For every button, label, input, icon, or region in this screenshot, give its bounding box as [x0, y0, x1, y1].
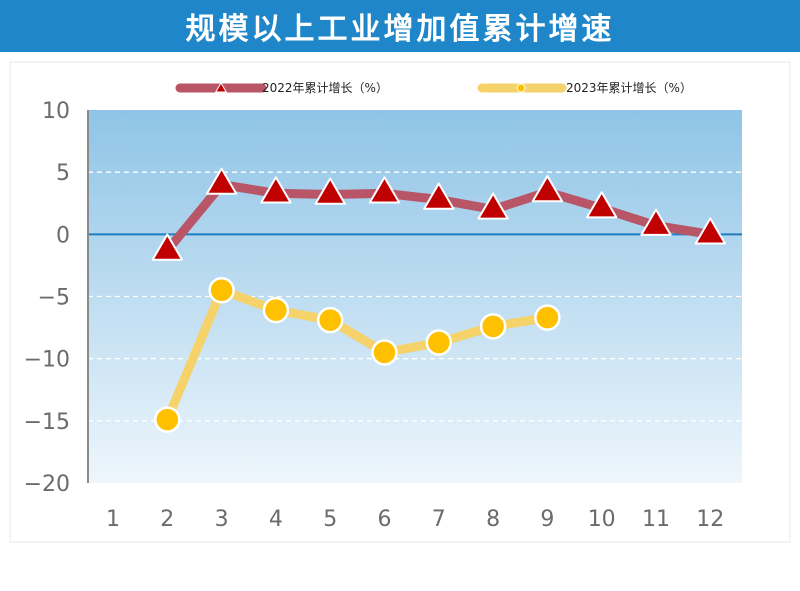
point-2023 [316, 306, 344, 334]
y-tick-label: −15 [24, 410, 70, 435]
y-tick-label: 5 [56, 161, 70, 186]
x-tick-label: 5 [323, 507, 337, 532]
legend-label-2022: 2022年累计增长（%） [262, 81, 388, 95]
y-tick-label: 10 [42, 99, 70, 124]
x-tick-label: 12 [696, 507, 724, 532]
chart-title: 规模以上工业增加值累计增速 [185, 12, 615, 47]
point-2022 [260, 176, 292, 204]
point-2022 [423, 182, 455, 210]
point-2022 [477, 192, 509, 220]
point-2023 [425, 329, 453, 356]
point-2023 [534, 304, 561, 331]
point-2023 [154, 406, 181, 433]
x-tick-label: 11 [642, 507, 670, 532]
x-tick-label: 7 [432, 507, 446, 532]
legend-label-2023: 2023年累计增长（%） [566, 81, 692, 95]
x-tick-label: 1 [106, 507, 120, 532]
point-2023 [262, 296, 290, 324]
x-tick-label: 10 [588, 507, 616, 532]
x-tick-label: 2 [160, 507, 174, 532]
title-bar: 规模以上工业增加值累计增速 [0, 0, 800, 52]
chart-panel [9, 61, 791, 543]
point-2022 [205, 167, 238, 195]
point-2022 [640, 208, 672, 236]
point-2023 [208, 277, 235, 304]
point-2022 [531, 175, 564, 203]
x-tick-label: 4 [269, 507, 283, 532]
x-tick-label: 6 [378, 507, 392, 532]
y-tick-label: −5 [38, 286, 70, 311]
x-tick-label: 8 [486, 507, 500, 532]
x-tick-label: 3 [215, 507, 229, 532]
point-2023 [479, 313, 507, 340]
point-2022 [694, 217, 726, 245]
x-tick-label: 9 [540, 507, 554, 532]
point-2022 [368, 176, 401, 204]
point-2022 [314, 177, 346, 205]
point-2023 [371, 339, 398, 366]
y-tick-label: −20 [24, 472, 70, 497]
y-tick-label: −10 [24, 348, 70, 373]
legend-marker-2022 [214, 82, 228, 93]
legend-marker-2023 [516, 83, 526, 93]
point-2022 [151, 233, 183, 261]
y-tick-label: 0 [56, 223, 70, 248]
point-2022 [586, 191, 618, 219]
